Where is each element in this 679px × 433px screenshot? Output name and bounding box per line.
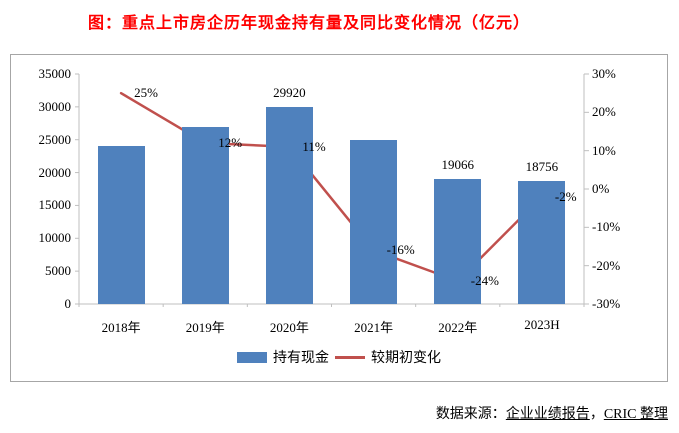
left-axis-tick-label: 0 <box>64 296 72 311</box>
left-axis-tick-label: 15000 <box>38 197 72 213</box>
line-series-swatch-icon <box>335 355 365 359</box>
line-point-label: -16% <box>386 242 415 258</box>
chart-legend: 持有现金 较期初变化 <box>11 347 667 367</box>
chart-marks-layer: 35000 30000 25000 20000 15000 10000 5000 0 30% 20… <box>11 55 667 381</box>
bar-value-label: 18756 <box>525 158 559 174</box>
right-axis-tick-label: -20% <box>592 257 621 273</box>
x-axis-label-2022年: 2022年 <box>438 320 478 335</box>
legend-label-cash: 持有现金 <box>273 351 329 366</box>
left-axis-tick-label: 25000 <box>38 131 72 147</box>
x-axis-label-2018年: 2018年 <box>101 320 141 335</box>
line-point-label: 12% <box>218 135 243 150</box>
line-point-label: -24% <box>470 273 499 288</box>
line-point-label: 11% <box>302 138 326 154</box>
right-axis-tick-label: -30% <box>592 296 621 311</box>
bar-value-label: 29920 <box>273 85 306 101</box>
right-axis-tick-label: 0% <box>592 181 610 196</box>
left-axis-tick-label: 30000 <box>38 98 72 114</box>
right-axis-tick-label: 20% <box>592 104 616 120</box>
bar-2023H <box>518 180 566 304</box>
source-separator: ， <box>589 407 604 422</box>
left-axis-tick-label: 35000 <box>38 66 72 81</box>
source-prefix: 数据来源： <box>435 407 506 422</box>
data-source-note: 数据来源：企业业绩报告，CRIC 整理 <box>436 403 668 423</box>
source-credit: CRIC 整理 <box>603 407 668 422</box>
legend-label-change: 较期初变化 <box>371 351 441 366</box>
right-axis-tick-label: -10% <box>592 219 621 235</box>
x-axis-label-2021年: 2021年 <box>354 320 394 335</box>
line-point-label: 25% <box>134 85 158 101</box>
bar-value-label: 19066 <box>441 156 475 172</box>
legend-item-cash: 持有现金 <box>237 347 329 367</box>
x-axis-label-2020年: 2020年 <box>269 320 309 335</box>
legend-item-change: 较期初变化 <box>335 347 441 367</box>
bar-series-swatch-icon <box>237 351 267 363</box>
bar-2021年 <box>350 139 398 304</box>
bar-2018年 <box>97 146 145 304</box>
line-point-label: -2% <box>554 188 577 204</box>
x-axis-label-2019年: 2019年 <box>185 320 225 335</box>
left-axis-tick-label: 5000 <box>45 263 71 279</box>
right-axis-tick-label: 10% <box>592 142 616 158</box>
bar-2020年 <box>265 107 313 304</box>
left-axis-tick-label: 10000 <box>38 230 72 246</box>
left-axis-tick-label: 20000 <box>38 164 72 180</box>
bar-2022年 <box>434 178 482 304</box>
source-name: 企业业绩报告 <box>505 407 590 422</box>
chart-title: 图：重点上市房企历年现金持有量及同比变化情况（亿元） <box>88 15 531 32</box>
chart-plot-area: 35000 30000 25000 20000 15000 10000 5000 0 30% 20… <box>10 54 668 382</box>
right-axis-tick-label: 30% <box>592 66 616 81</box>
bar-2019年 <box>181 126 229 304</box>
x-axis-label-2023H: 2023H <box>524 317 560 332</box>
